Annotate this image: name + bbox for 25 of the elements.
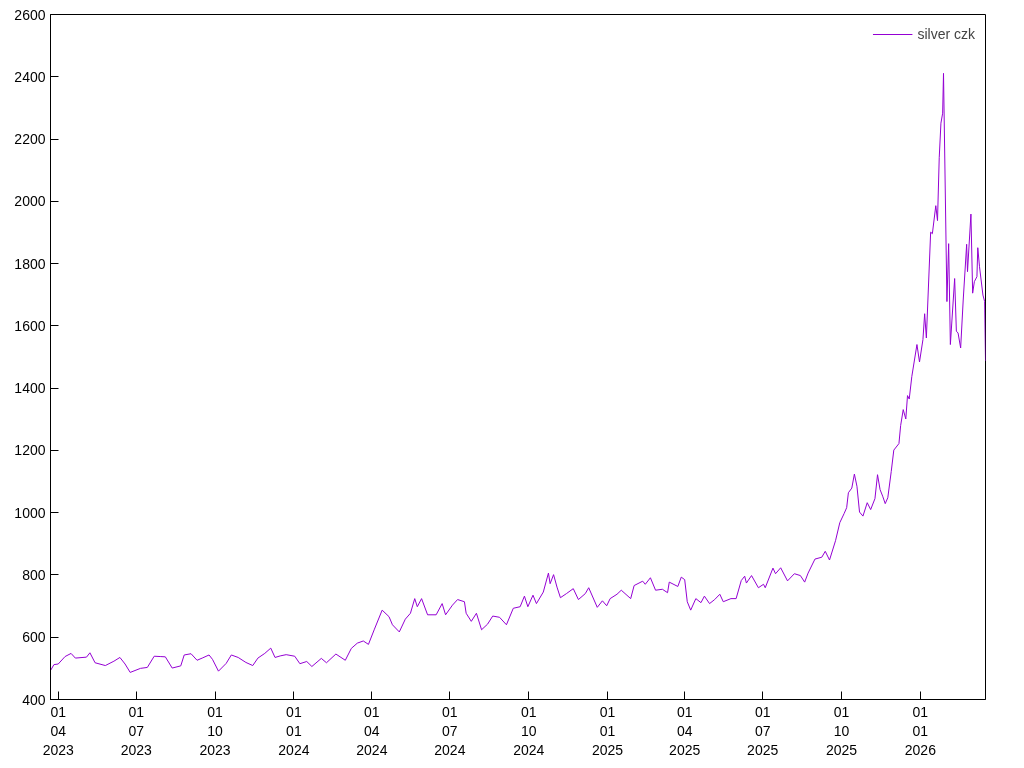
x-tick-label: 01 10 2025 — [825, 703, 858, 758]
y-tick-label: 1200 — [14, 442, 46, 459]
y-tick-label: 800 — [22, 566, 46, 583]
x-tick-label: 01 01 2026 — [904, 703, 937, 758]
x-tick-label: 01 10 2024 — [513, 703, 545, 758]
y-tick-label: 1000 — [14, 504, 46, 521]
x-tick-label: 01 07 2024 — [434, 703, 466, 758]
x-tick-label: 01 07 2023 — [120, 703, 152, 758]
line-series — [50, 72, 986, 673]
x-tick-label: 01 10 2023 — [199, 703, 231, 758]
x-tick-label: 01 01 2024 — [278, 703, 310, 758]
y-tick-label: 400 — [22, 691, 46, 708]
y-tick-label: 1600 — [14, 317, 46, 334]
x-tick-label: 01 01 2025 — [591, 703, 624, 758]
y-tick-label: 1800 — [14, 255, 46, 272]
y-tick-label: 2400 — [14, 68, 46, 85]
x-tick-label: 01 04 2024 — [356, 703, 388, 758]
y-tick-label: 1400 — [14, 380, 46, 397]
legend-label: silver czk — [917, 26, 975, 42]
y-tick-label: 2200 — [14, 131, 46, 148]
x-tick-label: 01 04 2025 — [669, 703, 701, 758]
x-tick-label: 01 07 2025 — [747, 703, 779, 758]
y-tick-label: 2000 — [14, 193, 46, 210]
y-tick-label: 2600 — [14, 6, 46, 23]
y-tick-label: 600 — [22, 629, 46, 646]
